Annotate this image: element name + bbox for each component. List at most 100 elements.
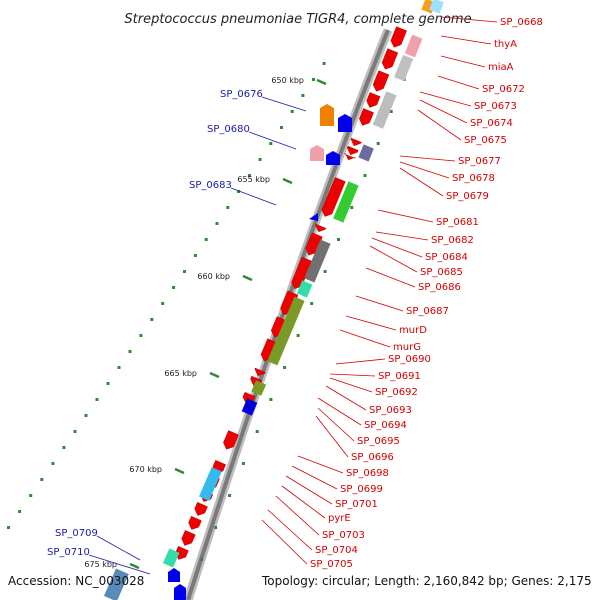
feature-dot	[241, 462, 245, 465]
leader-line	[399, 161, 450, 179]
gene-arrow-reverse	[310, 145, 324, 161]
feature-dot	[310, 302, 314, 305]
scale-tick-mark	[316, 78, 327, 86]
leader-line	[281, 485, 326, 519]
gene-arrow	[381, 48, 399, 70]
feature-dot	[269, 142, 273, 145]
leader-line	[315, 415, 349, 458]
gene-label-sp-0704: SP_0704	[315, 545, 358, 556]
gene-arrow	[347, 145, 359, 155]
scale-tick-label: 655 kbp	[237, 175, 270, 184]
gene-arrow-reverse	[174, 584, 186, 600]
gene-label-sp-0705: SP_0705	[310, 559, 353, 570]
leader-line	[399, 155, 456, 162]
feature-dot	[204, 238, 208, 241]
gene-arrow	[305, 232, 323, 256]
feature-dot	[283, 366, 287, 369]
gene-label-pyre: pyrE	[328, 513, 351, 524]
gene-arrow-reverse	[338, 114, 352, 132]
feature-dot	[290, 110, 294, 113]
scale-tick-label: 675 kbp	[84, 560, 117, 569]
feature-dot	[117, 366, 121, 369]
feature-dot	[215, 222, 219, 225]
leader-line	[339, 329, 391, 348]
gene-box	[372, 91, 397, 129]
leader-line	[329, 373, 376, 377]
gene-label-sp-0674: SP_0674	[470, 118, 513, 129]
gene-arrow	[223, 430, 239, 450]
gene-arrow-reverse	[320, 104, 334, 126]
feature-dot	[183, 270, 186, 273]
leader-line	[437, 75, 480, 90]
gene-label-sp-0699: SP_0699	[340, 484, 383, 495]
gene-arrow	[315, 223, 327, 233]
feature-dot	[247, 174, 251, 177]
feature-dot	[226, 206, 230, 209]
leader-line	[419, 91, 472, 107]
feature-dot	[280, 126, 283, 129]
leader-line	[267, 509, 313, 551]
gene-label-sp-0683: SP_0683	[189, 180, 232, 191]
feature-dot	[237, 190, 241, 193]
gene-arrow	[291, 256, 313, 289]
feature-dot	[7, 526, 10, 529]
scale-tick-label: 665 kbp	[164, 369, 197, 378]
gene-box	[251, 380, 267, 396]
gene-label-sp-0672: SP_0672	[482, 84, 525, 95]
gene-label-sp-0668: SP_0668	[500, 17, 543, 28]
leader-line	[248, 131, 297, 150]
gene-box	[358, 144, 374, 162]
feature-dot	[323, 270, 327, 273]
topology-text: Topology: circular; Length: 2,160,842 bp…	[262, 574, 592, 588]
leader-line	[399, 167, 444, 197]
feature-dot	[95, 398, 99, 401]
gene-arrow	[194, 502, 208, 516]
scale-tick-mark	[129, 562, 140, 570]
leader-line	[375, 231, 429, 241]
leader-line	[317, 407, 355, 442]
feature-dot	[161, 302, 165, 305]
leader-line	[345, 315, 397, 331]
gene-label-murg: murG	[393, 342, 421, 353]
leader-line	[285, 475, 333, 505]
gene-box	[267, 296, 305, 366]
feature-dot	[40, 478, 44, 481]
feature-dot	[62, 446, 66, 449]
gene-box	[162, 548, 180, 568]
leader-line	[261, 96, 307, 112]
gene-box	[241, 398, 258, 416]
leader-line	[355, 295, 404, 312]
gene-label-sp-0690: SP_0690	[388, 354, 431, 365]
gene-label-sp-0681: SP_0681	[436, 217, 479, 228]
scale-tick-label: 660 kbp	[197, 272, 230, 281]
scale-tick-mark	[174, 467, 185, 475]
scale-tick-label: 650 kbp	[271, 76, 304, 85]
gene-label-sp-0696: SP_0696	[351, 452, 394, 463]
feature-dot	[337, 238, 340, 241]
gene-label-sp-0703: SP_0703	[322, 530, 365, 541]
gene-label-sp-0686: SP_0686	[418, 282, 461, 293]
gene-label-sp-0676: SP_0676	[220, 89, 263, 100]
feature-dot	[193, 254, 197, 257]
gene-label-sp-0677: SP_0677	[458, 156, 501, 167]
leader-line	[230, 187, 277, 206]
leader-line	[88, 554, 151, 575]
gene-arrow	[359, 108, 374, 126]
feature-dot	[322, 62, 326, 65]
gene-label-sp-0695: SP_0695	[357, 436, 400, 447]
leader-line	[317, 397, 362, 426]
gene-arrow	[188, 516, 202, 530]
gene-arrow-reverse	[309, 213, 318, 221]
leader-line	[275, 495, 320, 536]
feature-dot	[296, 334, 300, 337]
feature-dot	[139, 334, 143, 337]
feature-dot	[150, 318, 154, 321]
feature-dot	[350, 206, 354, 209]
leader-line	[371, 237, 423, 258]
leader-line	[369, 245, 418, 273]
label-leaders	[88, 16, 498, 575]
gene-box	[304, 239, 331, 283]
gene-label-sp-0678: SP_0678	[452, 173, 495, 184]
gene-label-sp-0693: SP_0693	[369, 405, 412, 416]
leader-line	[261, 519, 308, 565]
